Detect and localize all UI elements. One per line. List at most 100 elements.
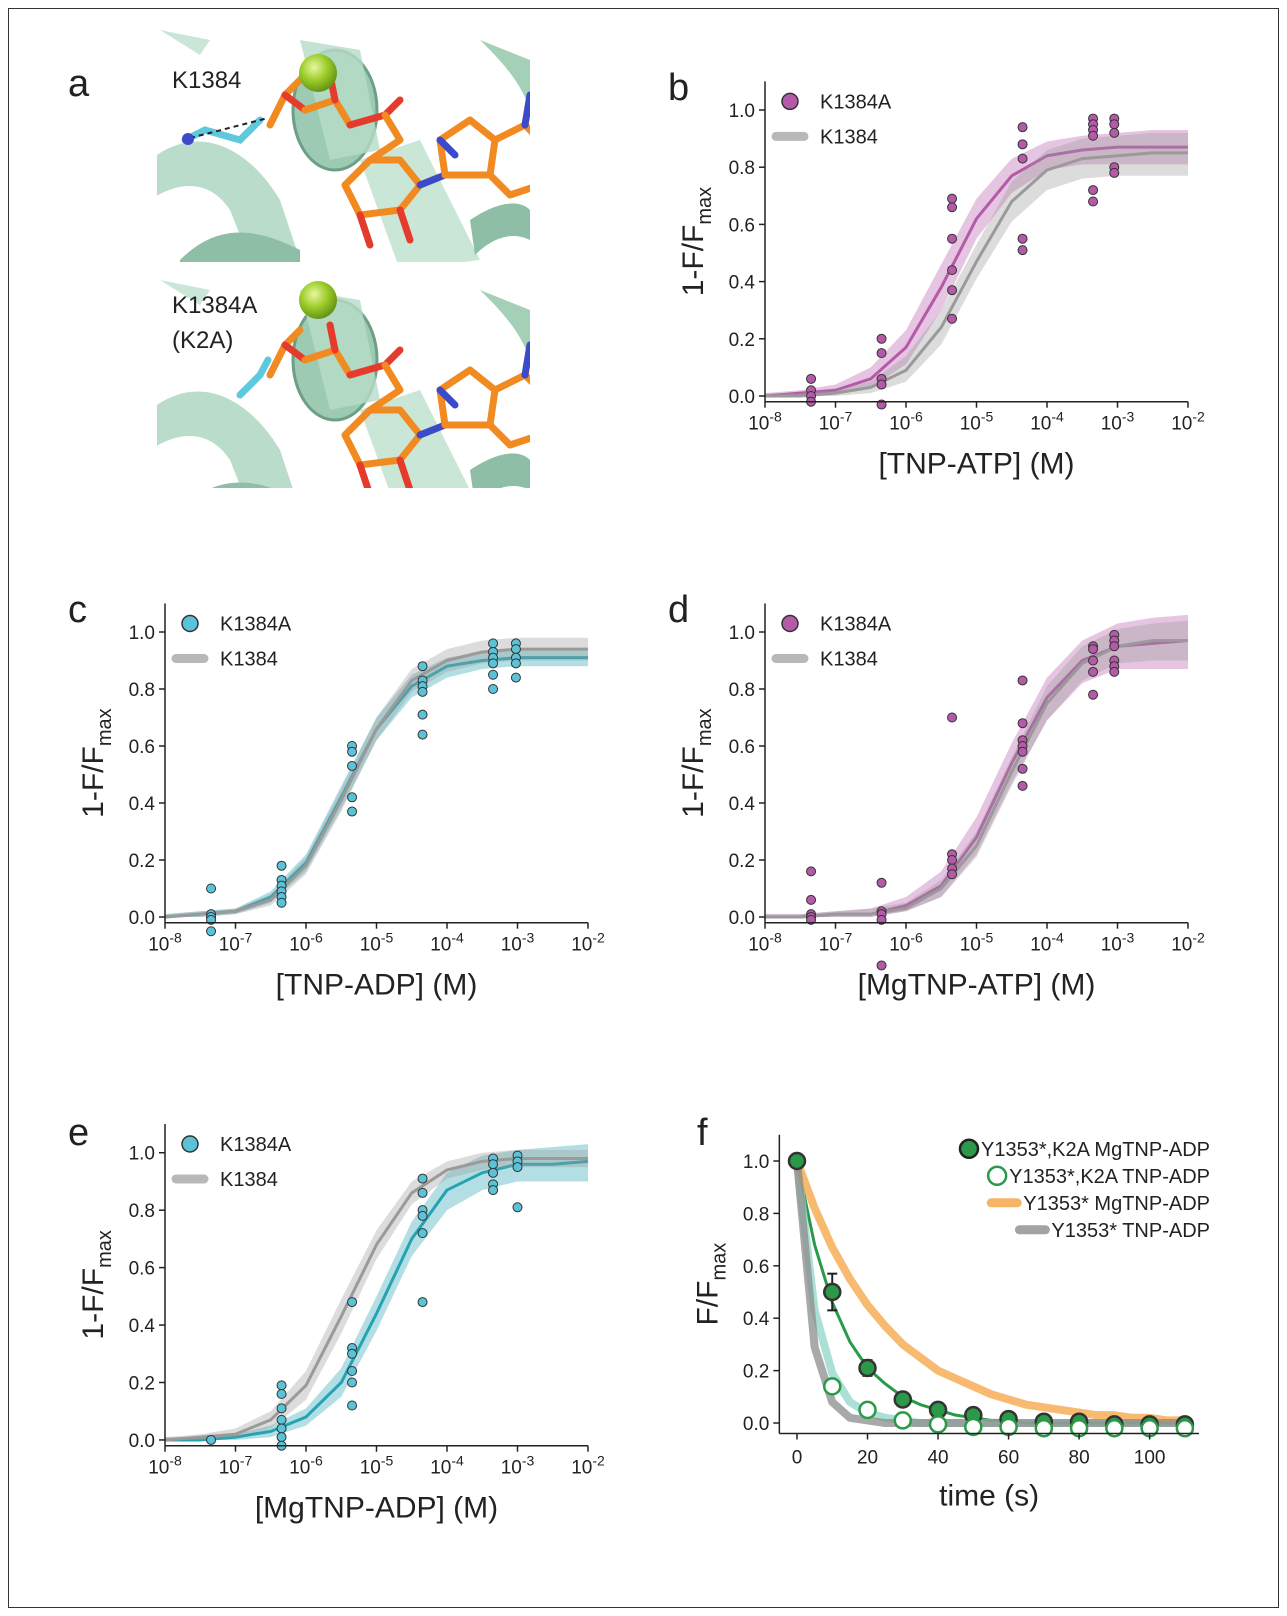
y-tick-label: 0.8 xyxy=(729,158,755,179)
x-tick-label: 10-7 xyxy=(819,930,853,956)
x-tick-exponent: -4 xyxy=(451,930,464,946)
x-axis-label: [TNP-ADP] (M) xyxy=(276,969,478,1002)
y-tick-label: 1.0 xyxy=(729,101,755,122)
y-axis-label: 1-F/Fmax xyxy=(77,708,116,817)
x-tick-base: 10 xyxy=(1101,414,1122,435)
data-point xyxy=(947,233,958,244)
data-point xyxy=(276,1414,287,1425)
data-point xyxy=(206,926,217,937)
data-point xyxy=(1088,196,1099,207)
data-point xyxy=(347,746,358,757)
data-point xyxy=(276,1388,287,1399)
fit-line xyxy=(164,656,588,919)
data-point xyxy=(947,265,958,276)
axes: 0.00.20.40.60.81.010-8 10-7 10-6 10-5 10-4 10… xyxy=(129,1124,605,1479)
y-tick-label: 1.0 xyxy=(129,1144,155,1165)
x-tick-base: 10 xyxy=(430,935,451,956)
data-point xyxy=(822,1377,842,1396)
data-point xyxy=(347,1400,358,1411)
x-tick-label: 10-4 xyxy=(430,930,464,956)
data-point xyxy=(276,1380,287,1391)
axes: 0.0 0.2 0.4 0.6 0.8 1.0 0 20 40 60 80 100 xyxy=(743,1134,1199,1469)
x-tick-label: 100 xyxy=(1134,1448,1166,1469)
data-point xyxy=(510,658,521,669)
axes: 0.00.20.40.60.81.010-8 10-7 10-6 10-5 10-4 10… xyxy=(729,81,1205,435)
x-tick-exponent: -7 xyxy=(240,930,253,946)
data-point xyxy=(1088,185,1099,196)
x-tick-exponent: -6 xyxy=(310,930,323,946)
data-point xyxy=(347,1377,358,1388)
x-tick-label: 20 xyxy=(857,1448,878,1469)
y-tick-label: 0.0 xyxy=(129,1431,155,1452)
x-tick-exponent: -7 xyxy=(840,409,853,425)
panel-label: e xyxy=(68,1112,89,1154)
axes: 0.00.20.40.60.81.010-8 10-7 10-6 10-5 10-4 10… xyxy=(729,603,1205,956)
y-axis-label-sub: max xyxy=(94,708,116,746)
y-tick-label: 0.6 xyxy=(729,737,755,758)
fit-line xyxy=(764,145,1188,398)
data-point xyxy=(417,709,428,720)
data-point xyxy=(999,1417,1018,1437)
data-point xyxy=(1088,130,1099,141)
data-point xyxy=(347,1366,358,1377)
data-point xyxy=(928,1415,948,1434)
y-tick-label: 0.4 xyxy=(729,794,756,815)
data-point xyxy=(510,672,521,683)
data-point xyxy=(347,1348,358,1359)
x-tick-label: 10-4 xyxy=(430,1453,464,1479)
data-point xyxy=(347,1297,358,1308)
y-axis-label-sub: max xyxy=(708,1243,730,1281)
data-point xyxy=(488,658,499,669)
y-tick-label: 0.0 xyxy=(729,387,755,408)
y-tick-label: 0.4 xyxy=(729,273,756,294)
data-point xyxy=(1088,655,1099,666)
x-tick-exponent: -8 xyxy=(769,409,782,425)
y-axis-label-sub: max xyxy=(694,187,716,225)
structure-top xyxy=(150,30,545,270)
y-tick-label: 0.0 xyxy=(129,908,155,929)
x-tick-base: 10 xyxy=(289,935,310,956)
data-point xyxy=(488,1167,499,1178)
y-axis-label-main: 1-F/F xyxy=(77,1268,110,1340)
data-point xyxy=(347,792,358,803)
data-point xyxy=(1175,1419,1195,1438)
x-tick-base: 10 xyxy=(501,935,522,956)
x-tick-exponent: -2 xyxy=(592,1453,605,1469)
legend-label: K1384 xyxy=(820,126,878,148)
x-axis-label: time (s) xyxy=(939,1480,1039,1513)
legend-label: Y1353* TNP-ADP xyxy=(1051,1220,1210,1242)
x-tick-base: 10 xyxy=(889,935,910,956)
data-point xyxy=(893,1411,913,1430)
legend-label: K1384 xyxy=(220,1169,278,1191)
x-tick-base: 10 xyxy=(219,1458,240,1479)
data-point xyxy=(276,860,287,871)
y-tick-label: 1.0 xyxy=(129,623,155,644)
x-tick-label: 10-5 xyxy=(960,409,994,435)
panel-label: d xyxy=(668,589,689,631)
x-tick-base: 10 xyxy=(1030,935,1051,956)
x-tick-label: 10-3 xyxy=(501,930,535,956)
data-point xyxy=(858,1358,877,1378)
x-tick-label: 10-2 xyxy=(571,1453,605,1479)
x-tick-label: 10-7 xyxy=(219,1453,253,1479)
data-point xyxy=(1017,122,1028,133)
x-tick-exponent: -2 xyxy=(592,930,605,946)
data-point xyxy=(488,1185,499,1196)
data-point xyxy=(1109,167,1120,178)
data-point xyxy=(1017,746,1028,757)
x-axis-label: [TNP-ATP] (M) xyxy=(878,448,1074,481)
x-tick-base: 10 xyxy=(960,414,981,435)
panel-label: c xyxy=(68,589,87,631)
data-point xyxy=(876,333,887,344)
data-point xyxy=(347,806,358,817)
data-point xyxy=(947,869,958,880)
x-tick-label: 10-2 xyxy=(571,930,605,956)
x-tick-base: 10 xyxy=(960,935,981,956)
x-tick-base: 10 xyxy=(571,1458,592,1479)
x-tick-label: 10-6 xyxy=(289,930,323,956)
y-tick-label: 1.0 xyxy=(743,1152,769,1173)
y-tick-label: 0.6 xyxy=(729,215,755,236)
x-tick-exponent: -8 xyxy=(169,930,182,946)
data-point xyxy=(947,193,958,204)
x-tick-label: 10-8 xyxy=(748,409,782,435)
